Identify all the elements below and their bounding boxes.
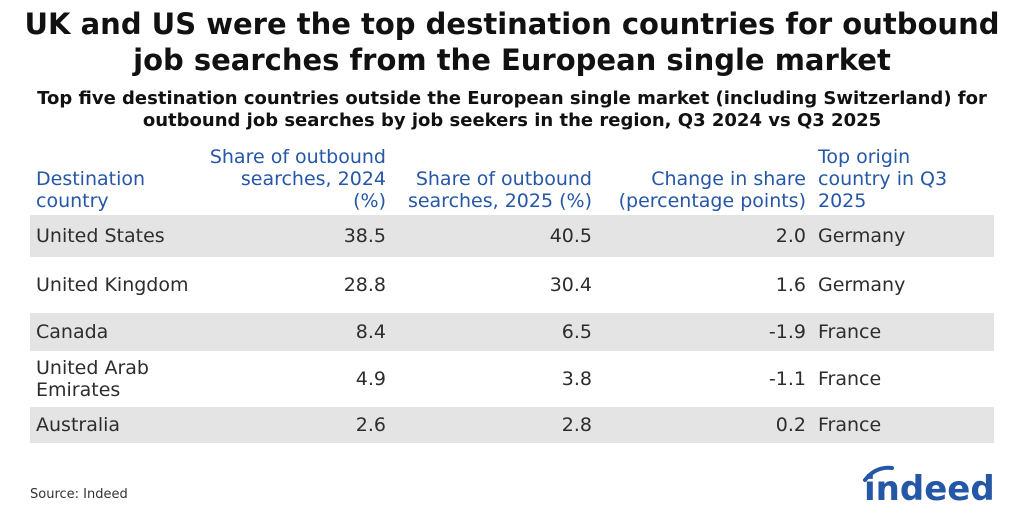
table-cell: France [818, 414, 882, 436]
table-cell: 2.6 [355, 414, 386, 436]
table-row: United Arab Emirates 4.9 3.8 -1.1 France [30, 355, 994, 403]
column-header: Share of outbound searches, 2025 (%) [407, 168, 592, 212]
table-cell: 1.6 [775, 274, 806, 296]
title: UK and US were the top destination count… [24, 7, 1000, 77]
table-cell: France [818, 321, 882, 343]
column-header: Top origin country in Q3 2025 [818, 146, 948, 212]
logo-arc [863, 465, 894, 482]
table-cell: 8.4 [355, 321, 386, 343]
table-cell: United Kingdom [36, 274, 189, 296]
table-cell: United Arab Emirates [36, 357, 149, 401]
subtitle: Top five destination countries outside t… [37, 88, 987, 131]
table-cell: 28.8 [343, 274, 386, 296]
table-row: United Kingdom 28.8 30.4 1.6 Germany [30, 261, 994, 309]
table-cell: 30.4 [549, 274, 592, 296]
table: Destination country Share of outbound sea… [30, 146, 994, 447]
table-cell: Canada [36, 321, 109, 343]
table-cell: Germany [818, 225, 906, 247]
table-cell: 3.8 [561, 368, 592, 390]
column-header: Share of outbound searches, 2024 (%) [209, 146, 386, 212]
table-cell: 0.2 [775, 414, 806, 436]
table-cell: 4.9 [355, 368, 386, 390]
table-row: Canada 8.4 6.5 -1.9 France [30, 313, 994, 351]
table-cell: -1.1 [768, 368, 806, 390]
table-cell: -1.9 [768, 321, 806, 343]
table-cell: Australia [36, 414, 121, 436]
table-cell: 40.5 [549, 225, 592, 247]
column-header: Change in share (percentage points) [618, 168, 806, 212]
table-cell: 2.8 [561, 414, 592, 436]
table-cell: France [818, 368, 882, 390]
table-cell: 2.0 [775, 225, 806, 247]
table-cell: United States [36, 225, 165, 247]
table-cell: 6.5 [561, 321, 592, 343]
table-row: Australia 2.6 2.8 0.2 France [30, 407, 994, 443]
source: Source: Indeed [30, 487, 128, 502]
column-header: Destination country [36, 168, 146, 212]
logo: indeed [863, 465, 994, 509]
table-cell: 38.5 [343, 225, 386, 247]
logo-text: indeed [864, 469, 994, 509]
table-cell: Germany [818, 274, 906, 296]
table-row: United States 38.5 40.5 2.0 Germany [30, 215, 994, 257]
header-row: Destination country Share of outbound sea… [30, 146, 994, 212]
